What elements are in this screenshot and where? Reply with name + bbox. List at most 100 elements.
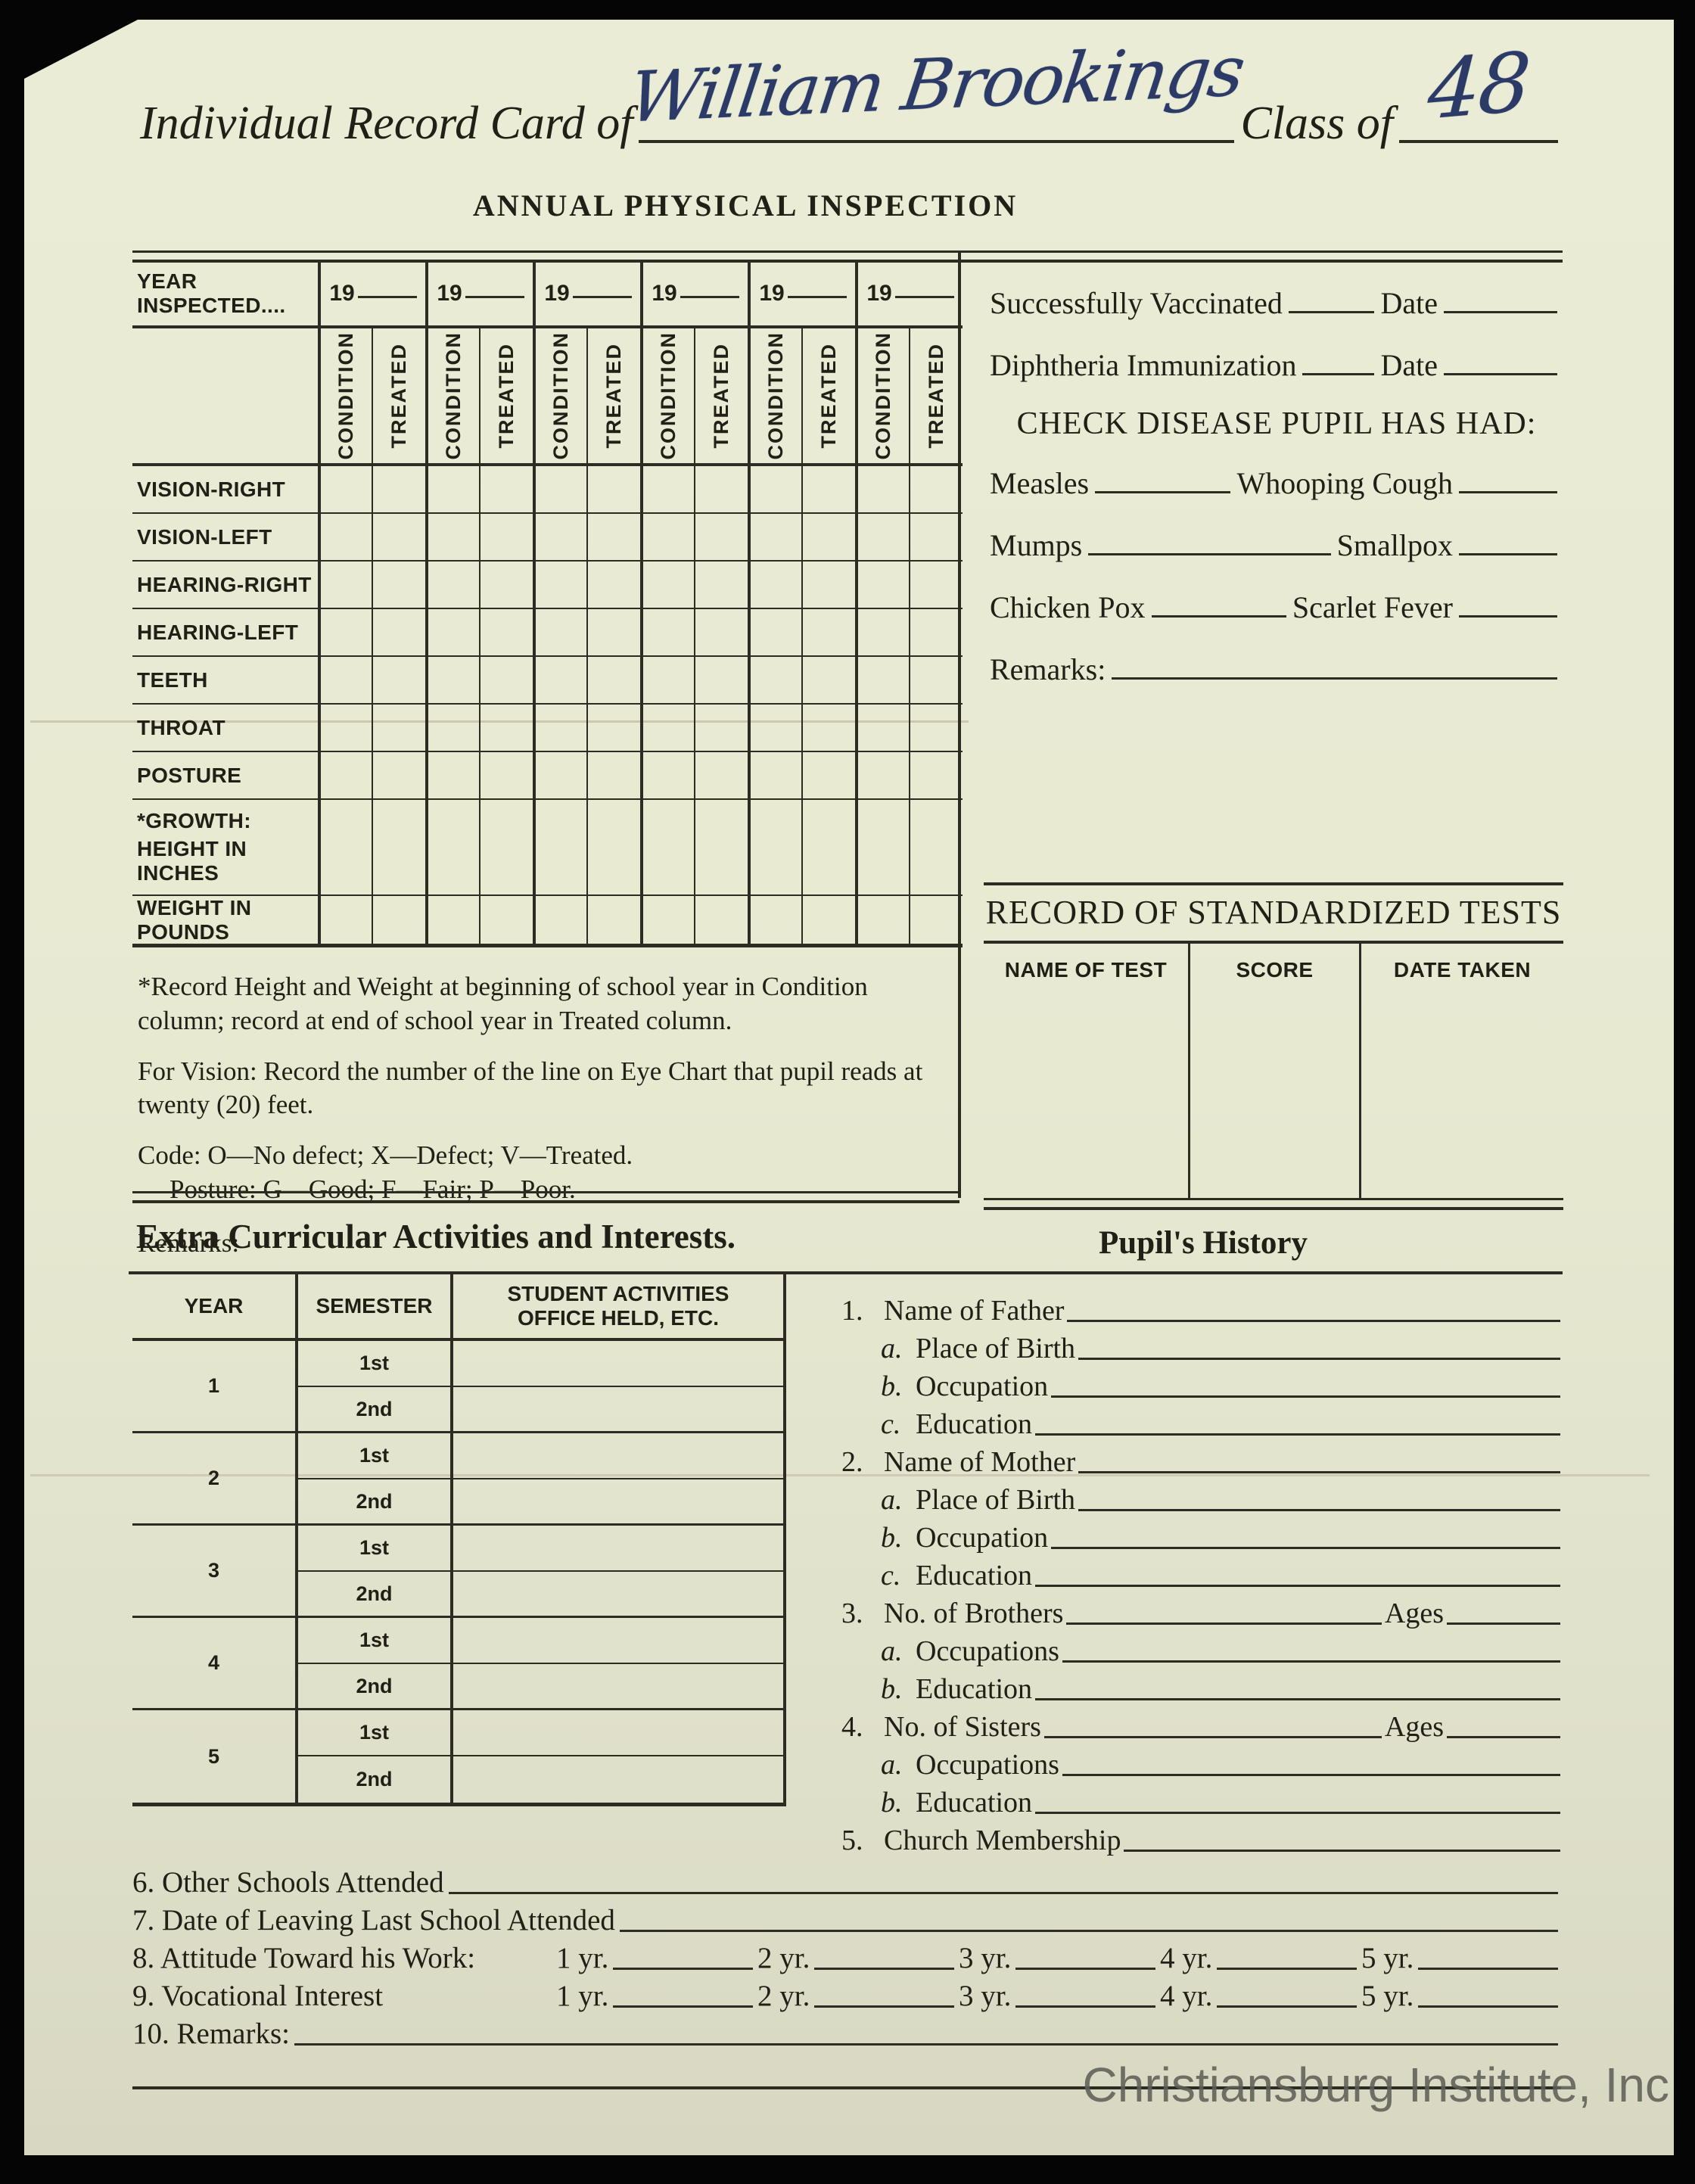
inspection-row-label: POSTURE xyxy=(132,752,318,800)
history-subitem-letter: c. xyxy=(881,1408,901,1440)
inspection-cell xyxy=(586,752,640,800)
activities-table: YEAR SEMESTER STUDENT ACTIVITIES OFFICE HEL… xyxy=(132,1274,786,1806)
year-blank xyxy=(465,290,524,298)
history-item-number: 5. xyxy=(841,1825,863,1856)
inspection-cell xyxy=(479,657,533,705)
disease-right-blank xyxy=(1459,606,1557,618)
inspection-cell xyxy=(640,609,694,657)
history-subitem-row: b. Occupation xyxy=(841,1365,1563,1403)
inspection-cell xyxy=(640,562,694,609)
inspection-cell xyxy=(694,800,748,896)
inspection-cell xyxy=(372,466,425,514)
inspection-cell xyxy=(372,752,425,800)
activities-semester-cell: 1st xyxy=(295,1526,450,1572)
activities-col-line1: STUDENT ACTIVITIES xyxy=(507,1281,729,1305)
year-inspected-label: YEAR INSPECTED.... xyxy=(132,262,318,328)
left-box-bottom-double-rule xyxy=(132,1191,959,1203)
history-ages-label: Ages xyxy=(1384,1711,1444,1743)
growth-height-label: *GROWTH: HEIGHT IN INCHES xyxy=(132,800,318,896)
tests-heading-rule xyxy=(984,941,1563,944)
top-double-rule xyxy=(132,250,1563,263)
inspection-cell xyxy=(318,562,372,609)
inspection-cell xyxy=(586,466,640,514)
subheader-cell: CONDITION xyxy=(855,328,909,466)
disease-left-label: Measles xyxy=(990,466,1090,500)
pupils-history-list: 1. Name of Father a. Place of Birth b. Occupa… xyxy=(841,1290,1563,1857)
history-subitem-letter: a. xyxy=(881,1333,903,1364)
subheader-cell: TREATED xyxy=(479,328,533,466)
item10-row: 10. Remarks: xyxy=(132,2013,1563,2051)
history-subitem-label: Education xyxy=(916,1787,1033,1818)
year-segment-blank xyxy=(1217,1999,1357,2008)
history-subitem-letter: a. xyxy=(881,1749,903,1781)
item6-label: 6. Other Schools Attended xyxy=(132,1866,444,1899)
growth-note: *Record Height and Weight at beginning o… xyxy=(138,972,868,1035)
item8-label: 8. Attitude Toward his Work: xyxy=(132,1942,476,1974)
tests-table: NAME OF TEST SCORE DATE TAKEN xyxy=(984,944,1563,1198)
history-subitem-letter: c. xyxy=(881,1560,901,1591)
disease-left-blank xyxy=(1088,544,1331,555)
height-label: HEIGHT IN INCHES xyxy=(137,836,247,885)
medical-remarks-row: Remarks: xyxy=(990,648,1563,687)
activities-entry-cell xyxy=(450,1526,783,1572)
year-segment-blank xyxy=(613,1961,753,1970)
year-placeholder: 19 xyxy=(544,281,570,306)
subheader-vertical-label: TREATED xyxy=(925,343,947,449)
remarks-continuation-line xyxy=(132,2086,1561,2089)
year-cell: 19 xyxy=(855,262,963,328)
year-segment: 3 yr. xyxy=(959,1979,1160,2013)
activities-semester-cell: 2nd xyxy=(295,1664,450,1710)
inspection-row-label: VISION-RIGHT xyxy=(132,466,318,514)
activities-entry-cell xyxy=(450,1572,783,1618)
activities-entry-cell xyxy=(450,1341,783,1387)
history-subitem-row: b. Occupation xyxy=(841,1517,1563,1554)
activities-col-activities: STUDENT ACTIVITIES OFFICE HELD, ETC. xyxy=(450,1274,783,1341)
activities-semester-cell: 1st xyxy=(295,1710,450,1756)
inspection-cell xyxy=(318,609,372,657)
inspection-cell xyxy=(855,562,909,609)
history-item-row: 1. Name of Father xyxy=(841,1290,1563,1327)
inspection-cell xyxy=(318,657,372,705)
item6-blank xyxy=(448,1885,1558,1894)
inspection-cell xyxy=(855,705,909,752)
activities-year-cell: 3 xyxy=(132,1526,295,1618)
inspection-cell xyxy=(479,752,533,800)
medical-remarks-label: Remarks: xyxy=(990,652,1106,686)
inspection-cell xyxy=(318,800,372,896)
subheader-vertical-label: CONDITION xyxy=(549,331,572,460)
activities-col-year: YEAR xyxy=(132,1274,295,1341)
disease-row: Chicken Pox Scarlet Fever xyxy=(990,586,1563,625)
inspection-cell xyxy=(694,705,748,752)
tests-column-header: DATE TAKEN xyxy=(1359,944,1563,997)
inspection-cell xyxy=(801,609,855,657)
activities-entry-cell xyxy=(450,1479,783,1526)
history-item-blank xyxy=(1043,1729,1382,1738)
history-subitem-row: a. Occupations xyxy=(841,1744,1563,1781)
inspection-cell xyxy=(318,514,372,562)
year-segment: 5 yr. xyxy=(1361,1979,1563,2013)
inspection-row-label: WEIGHT IN POUNDS xyxy=(137,895,252,944)
year-blank xyxy=(572,290,632,298)
disease-right-label: Whooping Cough xyxy=(1236,466,1453,500)
year-segment-label: 5 yr. xyxy=(1361,1942,1414,1974)
disease-right-blank xyxy=(1459,482,1557,493)
history-subitem-row: c. Education xyxy=(841,1554,1563,1592)
subheader-cell: TREATED xyxy=(801,328,855,466)
inspection-row-label: VISION-LEFT xyxy=(132,514,318,562)
inspection-cell xyxy=(372,705,425,752)
history-subitem-letter: a. xyxy=(881,1484,903,1516)
year-segment-blank xyxy=(814,1961,954,1970)
inspection-cell xyxy=(586,609,640,657)
item7-row: 7. Date of Leaving Last School Attended xyxy=(132,1899,1563,1937)
inspection-cell xyxy=(425,705,479,752)
standardized-tests-box: RECORD OF STANDARDIZED TESTS NAME OF TES… xyxy=(984,882,1563,1210)
posture-note: Posture: G—Good; F—Fair; P—Poor. xyxy=(170,1174,576,1204)
year-placeholder: 19 xyxy=(652,281,677,306)
year-placeholder: 19 xyxy=(329,281,355,306)
inspection-cell xyxy=(801,466,855,514)
year-segment-label: 5 yr. xyxy=(1361,1980,1414,2012)
code-note: Code: O—No defect; X—Defect; V—Treated. xyxy=(138,1140,633,1171)
diphtheria-blank xyxy=(1302,364,1375,375)
year-segment-label: 1 yr. xyxy=(556,1942,609,1974)
history-subitem-label: Occupation xyxy=(916,1370,1049,1402)
